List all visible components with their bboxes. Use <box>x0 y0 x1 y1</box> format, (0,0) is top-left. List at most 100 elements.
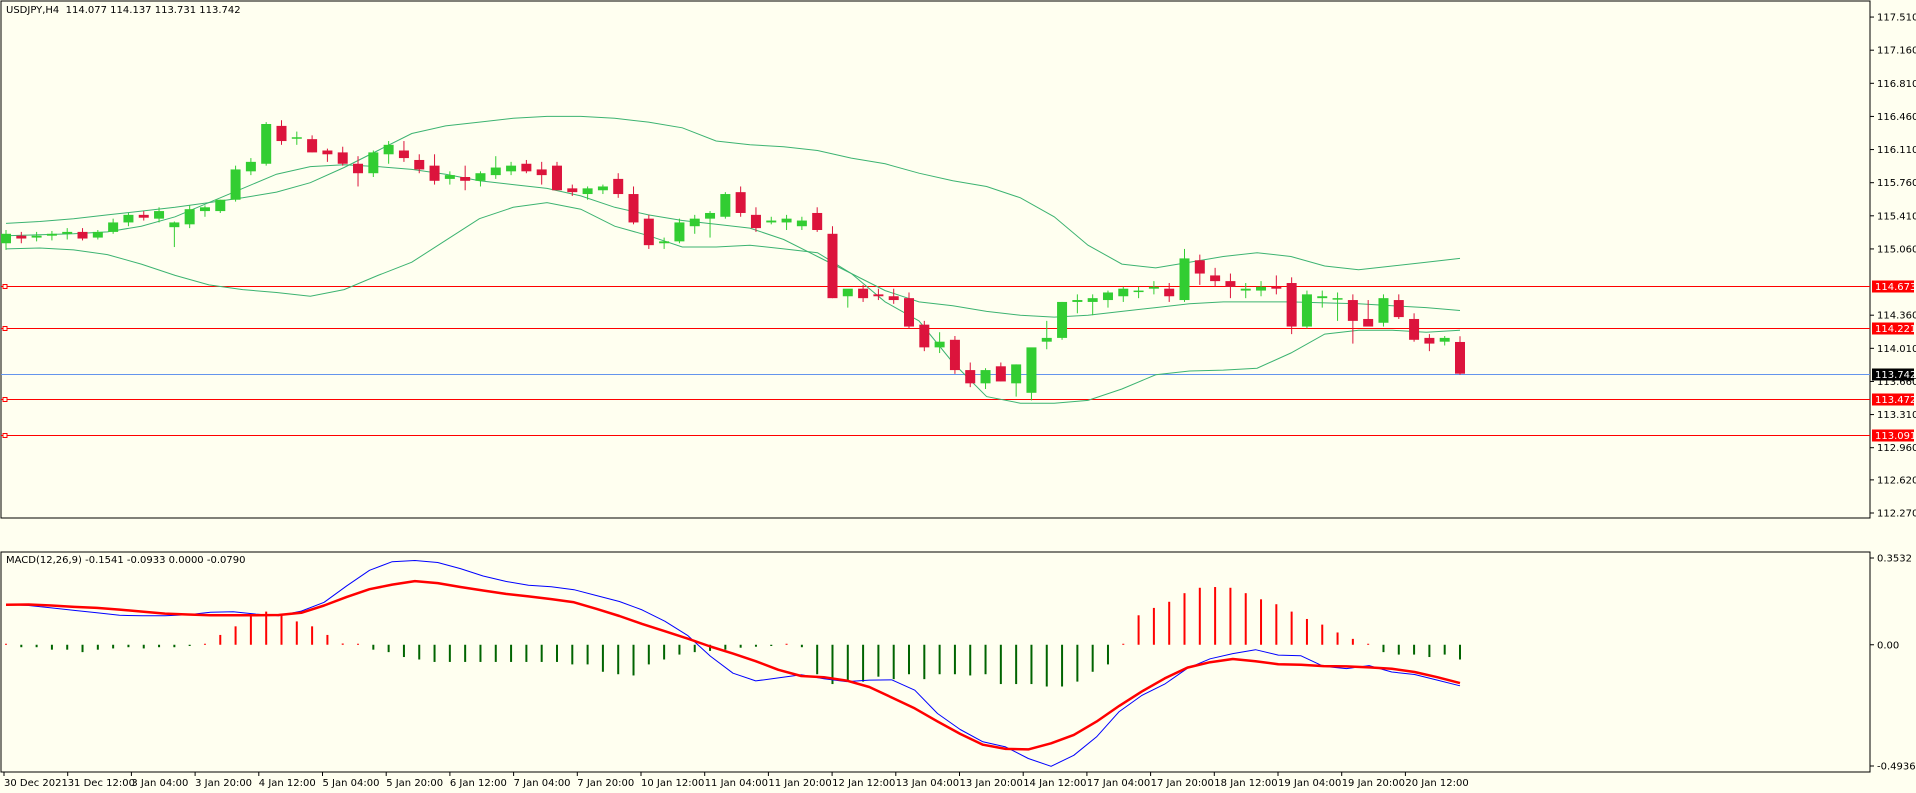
symbol-info-label: USDJPY,H4 114.077 114.137 113.731 113.74… <box>6 5 241 16</box>
time-axis-label: 19 Jan 20:00 <box>1342 778 1405 789</box>
bull-candle-body <box>674 222 685 242</box>
bear-candle-body <box>812 212 823 231</box>
level-price-label: 114.673 <box>1875 282 1916 293</box>
bull-candle-body <box>1378 298 1389 323</box>
price-axis-label: 115.410 <box>1877 211 1916 222</box>
bid-price-badge <box>1872 368 1914 381</box>
bull-candle-body <box>230 169 241 200</box>
level-anchor-marker <box>2 397 8 402</box>
macd-line <box>5 560 1461 767</box>
level-price-badge <box>1872 393 1914 406</box>
price-axis-label: 112.620 <box>1877 475 1916 486</box>
time-axis-label: 17 Jan 20:00 <box>1151 778 1214 789</box>
macd-axis-label: -0.4936 <box>1877 762 1916 773</box>
price-axis-label: 115.060 <box>1877 244 1916 255</box>
bull-candle-body <box>1057 301 1068 338</box>
time-axis-label: 6 Jan 12:00 <box>450 778 507 789</box>
bull-candle-body <box>705 212 716 219</box>
price-axis-label: 115.760 <box>1877 178 1916 189</box>
time-axis-label: 17 Jan 04:00 <box>1087 778 1150 789</box>
bull-candle-body <box>1148 286 1159 289</box>
time-axis-label: 7 Jan 20:00 <box>577 778 634 789</box>
bull-candle-body <box>108 222 119 232</box>
time-axis-label: 18 Jan 12:00 <box>1214 778 1277 789</box>
price-axis-label: 113.310 <box>1877 410 1916 421</box>
bull-candle-body <box>1041 337 1052 342</box>
bear-candle-body <box>337 152 348 164</box>
bear-candle-body <box>429 165 440 181</box>
macd-axis-label: 0.3532 <box>1877 554 1912 565</box>
bull-candle-body <box>1317 296 1328 299</box>
bollinger-lower-band <box>5 202 1461 404</box>
bull-candle-body <box>582 188 593 195</box>
bull-candle-body <box>154 211 165 219</box>
bear-candle-body <box>613 178 624 195</box>
price-axis-label: 112.960 <box>1877 443 1916 454</box>
bear-candle-body <box>77 231 88 239</box>
price-axis-label: 114.010 <box>1877 344 1916 355</box>
time-axis-label: 30 Dec 2021 <box>4 778 68 789</box>
bull-candle-body <box>184 209 195 225</box>
time-axis-label: 12 Jan 12:00 <box>832 778 895 789</box>
bull-candle-body <box>199 207 210 212</box>
time-axis-label: 11 Jan 20:00 <box>768 778 831 789</box>
bear-candle-body <box>138 214 149 218</box>
time-axis-label: 13 Jan 04:00 <box>896 778 959 789</box>
bull-candle-body <box>597 186 608 191</box>
bear-candle-body <box>919 324 930 348</box>
macd-axis-label: 0.00 <box>1877 640 1899 651</box>
bear-candle-body <box>750 214 761 229</box>
level-anchor-marker <box>2 284 8 289</box>
bear-candle-body <box>735 192 746 213</box>
level-price-label: 113.472 <box>1875 395 1916 406</box>
bear-candle-body <box>398 150 409 159</box>
time-axis-label: 4 Jan 12:00 <box>259 778 316 789</box>
bull-candle-body <box>1439 337 1450 342</box>
bear-candle-body <box>1164 288 1175 297</box>
bull-candle-body <box>766 220 777 223</box>
bull-candle-body <box>1102 292 1113 301</box>
macd-signal-line <box>5 579 1461 751</box>
bear-candle-body <box>460 177 471 181</box>
bollinger-upper-band <box>5 115 1461 271</box>
bull-candle-body <box>444 175 455 179</box>
time-axis-label: 3 Jan 04:00 <box>131 778 188 789</box>
time-axis-label: 7 Jan 04:00 <box>514 778 571 789</box>
bear-candle-body <box>1409 318 1420 340</box>
bear-candle-body <box>1363 318 1374 327</box>
bull-candle-body <box>934 341 945 348</box>
bear-candle-body <box>1424 337 1435 344</box>
bull-candle-body <box>291 137 302 139</box>
bollinger-middle-band <box>5 164 1461 318</box>
bull-candle-body <box>46 233 57 236</box>
bear-candle-body <box>307 139 318 153</box>
bull-candle-body <box>383 144 394 155</box>
bear-candle-body <box>1347 300 1358 321</box>
level-price-label: 113.091 <box>1875 431 1916 442</box>
bear-candle-body <box>521 163 532 172</box>
bear-candle-body <box>414 159 425 170</box>
bull-candle-body <box>169 222 180 228</box>
bear-candle-body <box>1286 283 1297 327</box>
bull-candle-body <box>1179 258 1190 301</box>
bull-candle-body <box>1332 298 1343 300</box>
bear-candle-body <box>551 165 562 191</box>
bear-candle-body <box>276 125 287 142</box>
time-axis-label: 3 Jan 20:00 <box>195 778 252 789</box>
bear-candle-body <box>628 194 639 223</box>
bull-candle-body <box>781 218 792 223</box>
bull-candle-body <box>261 124 272 164</box>
bear-candle-body <box>1210 275 1221 282</box>
bear-candle-body <box>1271 286 1282 289</box>
bull-candle-body <box>1133 290 1144 293</box>
bull-candle-body <box>1240 288 1251 291</box>
price-panel-frame <box>0 0 1871 519</box>
bear-candle-body <box>1194 260 1205 274</box>
bear-candle-body <box>1225 281 1236 287</box>
bull-candle-body <box>1011 364 1022 384</box>
bid-price-label: 113.742 <box>1875 370 1916 381</box>
bull-candle-body <box>475 173 486 181</box>
bear-candle-body <box>1455 341 1465 374</box>
